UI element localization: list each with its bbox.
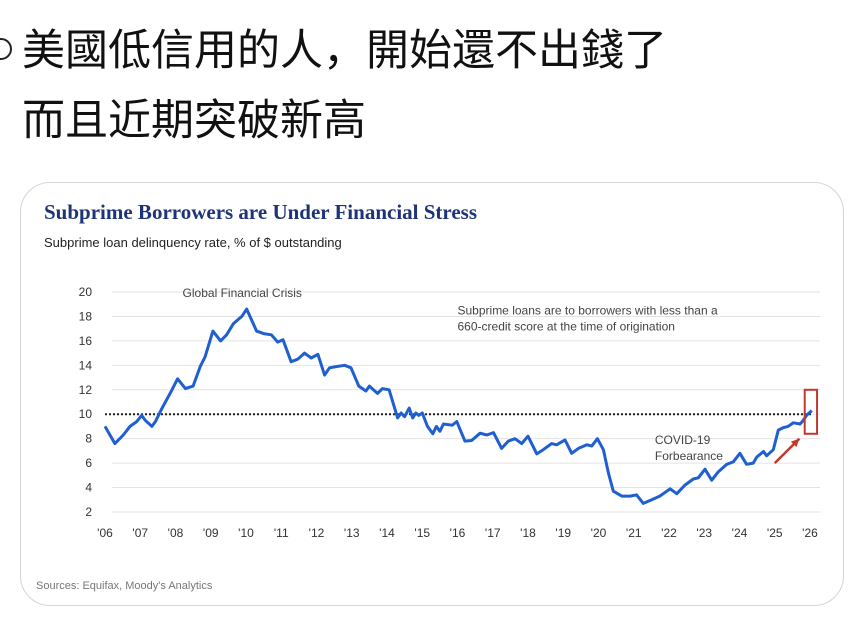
x-tick-label: '22	[661, 526, 677, 540]
annotation-text: Global Financial Crisis	[183, 286, 302, 300]
x-tick-label: '26	[802, 526, 818, 540]
x-tick-label: '19	[555, 526, 571, 540]
delinquency-rate-line	[103, 307, 813, 505]
x-tick-label: '12	[309, 526, 325, 540]
x-tick-label: '20	[591, 526, 607, 540]
annotation-text: 660-credit score at the time of originat…	[458, 319, 675, 333]
x-tick-label: '09	[203, 526, 219, 540]
x-tick-label: '11	[274, 526, 289, 540]
annotation-text: Forbearance	[655, 449, 723, 463]
x-tick-label: '24	[732, 526, 748, 540]
y-tick-label: 8	[85, 432, 92, 446]
headline-line-2: 而且近期突破新高	[22, 96, 366, 146]
x-tick-label: '13	[344, 526, 360, 540]
x-tick-label: '15	[414, 526, 430, 540]
x-tick-label: '07	[132, 526, 148, 540]
annotation-text: COVID-19	[655, 433, 711, 447]
y-tick-label: 2	[85, 505, 92, 519]
y-tick-label: 18	[79, 309, 93, 323]
x-tick-label: '25	[767, 526, 783, 540]
x-tick-label: '10	[238, 526, 254, 540]
y-tick-label: 14	[79, 358, 93, 372]
y-tick-label: 10	[79, 407, 93, 421]
x-tick-label: '23	[696, 526, 712, 540]
headline-line-1: 美國低信用的人，開始還不出錢了	[22, 26, 667, 76]
y-tick-label: 16	[79, 334, 93, 348]
x-tick-label: '14	[379, 526, 395, 540]
x-tick-label: '16	[450, 526, 466, 540]
x-tick-label: '17	[485, 526, 501, 540]
chart-card	[20, 182, 844, 606]
y-tick-label: 6	[85, 456, 92, 470]
y-tick-label: 4	[85, 481, 92, 495]
chart-title: Subprime Borrowers are Under Financial S…	[44, 200, 477, 224]
highlight-box	[803, 388, 819, 435]
x-tick-label: '18	[520, 526, 536, 540]
chart-subtitle: Subprime loan delinquency rate, % of $ o…	[44, 235, 342, 250]
arrow-head-icon	[790, 438, 800, 448]
x-tick-label: '21	[626, 526, 642, 540]
y-tick-label: 20	[79, 285, 93, 299]
annotation-text: Subprime loans are to borrowers with les…	[458, 303, 718, 317]
x-tick-label: '08	[168, 526, 184, 540]
x-tick-label: '06	[97, 526, 113, 540]
chart-source: Sources: Equifax, Moody's Analytics	[36, 580, 213, 592]
y-tick-label: 12	[79, 383, 93, 397]
